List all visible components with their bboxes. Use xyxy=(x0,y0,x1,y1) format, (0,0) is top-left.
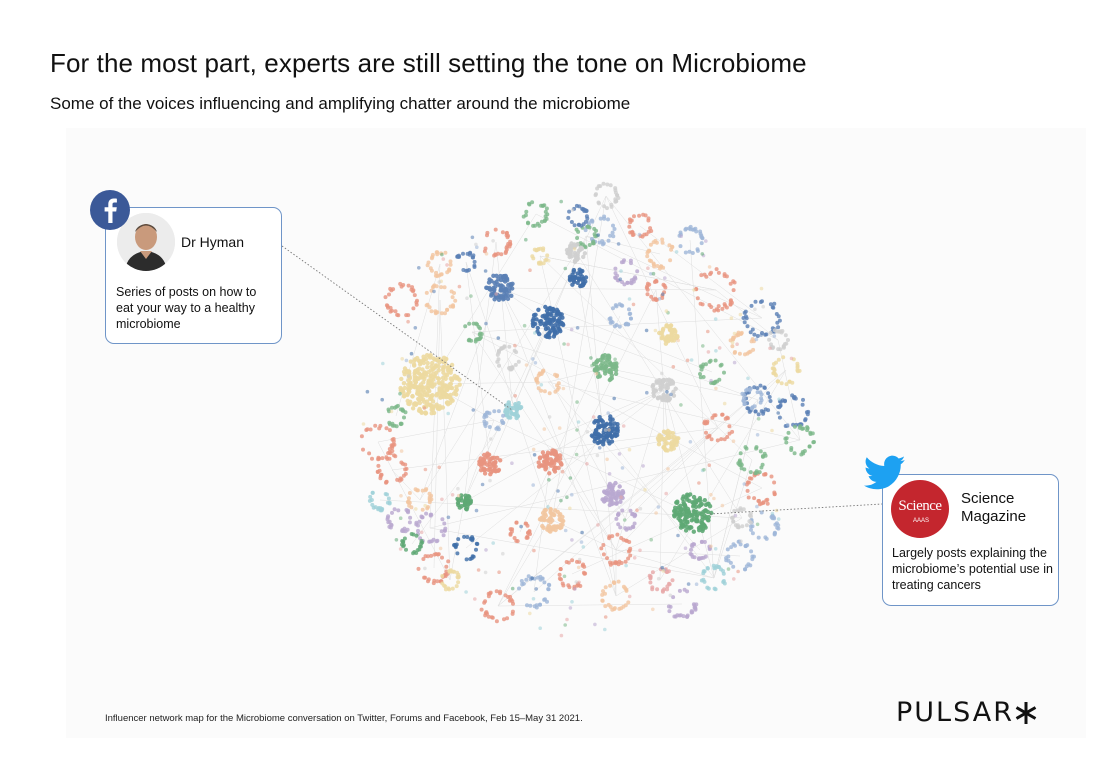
influencer-name: Dr Hyman xyxy=(181,234,245,250)
science-logo: Science AAAS xyxy=(891,480,949,538)
network-cluster xyxy=(482,409,506,432)
network-cluster xyxy=(375,453,409,485)
influencer-card-dr-hyman[interactable]: Dr Hyman Series of posts on how to eat y… xyxy=(105,207,282,344)
network-cluster xyxy=(600,579,631,612)
network-cluster xyxy=(400,532,425,556)
asterisk-icon xyxy=(1013,700,1039,726)
network-cluster xyxy=(627,212,654,239)
twitter-icon xyxy=(863,455,906,491)
influencer-description: Series of posts on how to eat your way t… xyxy=(116,285,257,331)
network-cluster xyxy=(591,353,619,383)
network-cluster xyxy=(367,490,392,513)
callout-connector xyxy=(281,245,513,411)
network-cluster xyxy=(694,267,737,313)
network-cluster xyxy=(647,567,675,594)
facebook-icon xyxy=(89,189,131,231)
network-cluster xyxy=(452,534,480,562)
network-cluster xyxy=(484,273,515,302)
network-cluster xyxy=(455,250,477,273)
network-cluster xyxy=(699,563,727,592)
network-cluster xyxy=(589,414,620,447)
network-edges xyxy=(377,195,801,607)
figure-caption: Influencer network map for the Microbiom… xyxy=(105,713,583,724)
network-cluster xyxy=(521,200,550,228)
network-cluster xyxy=(593,181,621,211)
network-cluster xyxy=(599,532,633,567)
network-cluster xyxy=(748,510,781,541)
network-cluster xyxy=(537,506,566,534)
network-cluster xyxy=(463,321,484,344)
network-cluster xyxy=(566,203,590,228)
network-cluster xyxy=(455,493,473,512)
network-cluster xyxy=(536,448,564,476)
network-cluster xyxy=(776,393,811,428)
network-nodes xyxy=(359,181,816,638)
network-cluster xyxy=(645,237,675,271)
network-cluster xyxy=(479,589,515,624)
influencer-card-science-magazine[interactable]: Science AAAS Science Magazine Largely po… xyxy=(882,474,1059,606)
network-cluster xyxy=(736,445,768,476)
network-cluster xyxy=(655,428,681,453)
network-cluster xyxy=(416,552,451,586)
network-cluster xyxy=(574,224,599,250)
network-cluster xyxy=(614,508,638,532)
network-cluster xyxy=(359,423,397,462)
network-cluster xyxy=(386,403,408,429)
network-cluster xyxy=(644,279,668,302)
network-cluster xyxy=(730,506,753,530)
network-cluster xyxy=(495,344,521,372)
network-cluster xyxy=(688,539,712,561)
network-cluster xyxy=(530,246,550,266)
network-cluster xyxy=(657,323,680,346)
network-cluster xyxy=(677,224,705,255)
network-cluster xyxy=(482,227,513,258)
network-cluster xyxy=(740,386,764,411)
page-title: For the most part, experts are still set… xyxy=(50,48,807,78)
network-cluster xyxy=(440,568,461,592)
network-cluster xyxy=(424,283,458,316)
network-cluster xyxy=(398,353,462,416)
network-cluster xyxy=(702,412,735,443)
page-subtitle: Some of the voices influencing and ampli… xyxy=(50,94,631,113)
network-cluster xyxy=(698,358,726,386)
influencer-description: Largely posts explaining the microbiome’… xyxy=(892,546,1053,592)
network-cluster xyxy=(508,520,532,544)
network-cluster xyxy=(724,539,756,572)
network-cluster xyxy=(783,424,816,457)
pulsar-logo: PULSAR xyxy=(896,697,1014,728)
network-cluster xyxy=(383,281,419,318)
influencer-name: Science Magazine xyxy=(961,490,1027,525)
network-cluster xyxy=(564,241,588,265)
network-cluster xyxy=(503,400,524,421)
network-cluster xyxy=(672,492,714,534)
network-cluster xyxy=(613,258,640,287)
network-cluster xyxy=(405,487,434,512)
network-cluster xyxy=(728,330,756,357)
science-logo-text: Science xyxy=(898,498,942,514)
network-cluster xyxy=(607,302,633,329)
network-cluster xyxy=(557,558,588,591)
network-cluster xyxy=(770,355,802,387)
network-cluster xyxy=(534,368,561,396)
network-cluster xyxy=(477,451,503,477)
science-logo-sub: AAAS xyxy=(913,518,930,524)
network-cluster xyxy=(650,377,678,403)
callout-connector xyxy=(709,503,883,515)
network-cluster xyxy=(600,480,626,508)
network-cluster xyxy=(385,507,413,534)
network-cluster xyxy=(744,471,777,507)
network-cluster xyxy=(666,587,699,619)
network-cluster xyxy=(567,267,589,289)
network-cluster xyxy=(530,304,566,340)
network-cluster xyxy=(767,328,790,352)
avatar xyxy=(117,213,175,271)
